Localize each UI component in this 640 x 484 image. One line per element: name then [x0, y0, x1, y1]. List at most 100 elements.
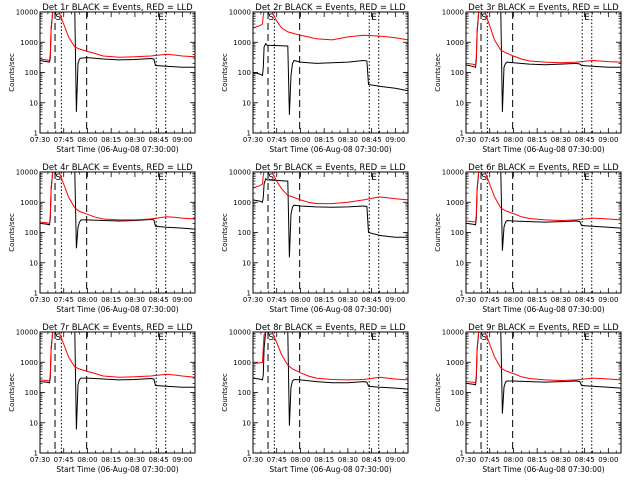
y-tick-label: 100 [238, 229, 251, 237]
x-tick-label: 08:30 [551, 456, 571, 464]
series-lld-line [40, 12, 195, 62]
y-tick-label: 10 [455, 419, 464, 427]
marker-label-s: S [481, 13, 487, 23]
x-tick-label: 08:45 [149, 136, 169, 144]
x-tick-label: 08:15 [314, 456, 334, 464]
y-tick-label: 1 [34, 450, 38, 458]
x-tick-label: 08:15 [101, 456, 121, 464]
x-tick-label: 07:45 [480, 456, 500, 464]
x-tick-label: 08:15 [101, 296, 121, 304]
detector-panel-8: Det 8r BLACK = Events, RED = LLD Counts/s… [221, 323, 409, 474]
x-tick-label: 08:00 [290, 456, 310, 464]
x-tick-label: 08:15 [314, 296, 334, 304]
x-axis-label: Start Time (06-Aug-08 07:30:00) [56, 465, 178, 474]
y-tick-label: 10000 [442, 169, 464, 177]
x-tick-label: 07:45 [267, 456, 287, 464]
y-axis-label: Counts/sec [8, 53, 16, 92]
detector-panel-3: Det 3r BLACK = Events, RED = LLD Counts/s… [434, 3, 622, 154]
detector-panel-1: Det 1r BLACK = Events, RED = LLD Counts/s… [8, 3, 196, 154]
x-tick-label: 08:45 [575, 296, 595, 304]
x-tick-label: 08:00 [77, 456, 97, 464]
x-tick-label: 07:45 [480, 136, 500, 144]
x-tick-label: 07:45 [267, 296, 287, 304]
detector-panel-2: Det 2r BLACK = Events, RED = LLD Counts/s… [221, 3, 409, 154]
x-axis-label: Start Time (06-Aug-08 07:30:00) [56, 305, 178, 314]
y-tick-label: 10000 [16, 329, 38, 337]
y-tick-label: 1000 [233, 199, 251, 207]
x-tick-label: 07:30 [30, 296, 50, 304]
x-tick-label: 08:30 [125, 456, 145, 464]
y-tick-label: 1 [460, 450, 464, 458]
x-tick-label: 08:30 [551, 136, 571, 144]
y-tick-label: 1 [247, 290, 251, 298]
y-axis-label: Counts/sec [434, 213, 442, 252]
y-tick-label: 100 [238, 389, 251, 397]
y-tick-label: 10 [455, 259, 464, 267]
y-tick-label: 1000 [446, 199, 464, 207]
y-tick-label: 10 [242, 419, 251, 427]
marker-label-e: E [371, 13, 377, 23]
marker-label-s: S [268, 333, 274, 343]
x-tick-label: 08:15 [527, 456, 547, 464]
x-tick-label: 07:30 [456, 136, 476, 144]
y-tick-label: 10 [242, 99, 251, 107]
x-tick-label: 08:30 [125, 136, 145, 144]
plot-frame [39, 171, 196, 294]
panel-title: Det 6r BLACK = Events, RED = LLD [468, 163, 619, 173]
marker-label-s: S [481, 333, 487, 343]
marker-label-s: S [55, 173, 61, 183]
y-tick-label: 1000 [233, 39, 251, 47]
panel-title: Det 7r BLACK = Events, RED = LLD [42, 323, 193, 333]
y-tick-label: 1000 [20, 39, 38, 47]
x-tick-label: 08:45 [362, 136, 382, 144]
x-tick-label: 08:45 [362, 296, 382, 304]
x-tick-label: 08:30 [338, 136, 358, 144]
x-tick-label: 09:00 [598, 136, 618, 144]
y-tick-label: 10 [242, 259, 251, 267]
x-tick-label: 08:00 [77, 296, 97, 304]
y-tick-label: 10000 [229, 9, 251, 17]
series-events-line [40, 332, 195, 430]
y-tick-label: 10 [29, 259, 38, 267]
detector-panel-7: Det 7r BLACK = Events, RED = LLD Counts/s… [8, 323, 196, 474]
x-tick-label: 08:30 [338, 296, 358, 304]
x-axis-label: Start Time (06-Aug-08 07:30:00) [269, 305, 391, 314]
x-tick-label: 08:00 [503, 136, 523, 144]
x-axis-label: Start Time (06-Aug-08 07:30:00) [269, 145, 391, 154]
x-tick-label: 08:45 [149, 456, 169, 464]
x-tick-label: 08:00 [290, 136, 310, 144]
x-tick-label: 09:00 [598, 296, 618, 304]
y-tick-label: 100 [451, 69, 464, 77]
plot-frame [252, 11, 409, 134]
panel-title: Det 9r BLACK = Events, RED = LLD [468, 323, 619, 333]
series-lld-line [253, 332, 408, 381]
series-lld-line [466, 12, 621, 66]
y-tick-label: 1 [460, 130, 464, 138]
x-axis-label: Start Time (06-Aug-08 07:30:00) [56, 145, 178, 154]
x-tick-label: 08:45 [149, 296, 169, 304]
x-tick-label: 07:30 [30, 136, 50, 144]
x-tick-label: 07:45 [480, 296, 500, 304]
detector-panel-9: Det 9r BLACK = Events, RED = LLD Counts/s… [434, 323, 622, 474]
x-tick-label: 08:45 [575, 456, 595, 464]
x-tick-label: 09:00 [598, 456, 618, 464]
y-axis-label: Counts/sec [8, 213, 16, 252]
plot-frame [465, 11, 622, 134]
x-axis-label: Start Time (06-Aug-08 07:30:00) [482, 465, 604, 474]
series-events-line [253, 42, 408, 115]
y-tick-label: 1000 [446, 39, 464, 47]
x-tick-label: 08:30 [551, 296, 571, 304]
y-tick-label: 100 [25, 69, 38, 77]
series-events-line [40, 12, 195, 112]
y-tick-label: 10000 [229, 329, 251, 337]
marker-label-e: E [584, 13, 590, 23]
plot-frame [252, 171, 409, 294]
x-tick-label: 09:00 [385, 296, 405, 304]
series-lld-line [466, 332, 621, 384]
marker-label-e: E [584, 173, 590, 183]
x-axis-label: Start Time (06-Aug-08 07:30:00) [269, 465, 391, 474]
x-tick-label: 08:15 [527, 296, 547, 304]
marker-label-s: S [268, 173, 274, 183]
panel-title: Det 1r BLACK = Events, RED = LLD [42, 3, 193, 13]
x-tick-label: 07:30 [243, 136, 263, 144]
